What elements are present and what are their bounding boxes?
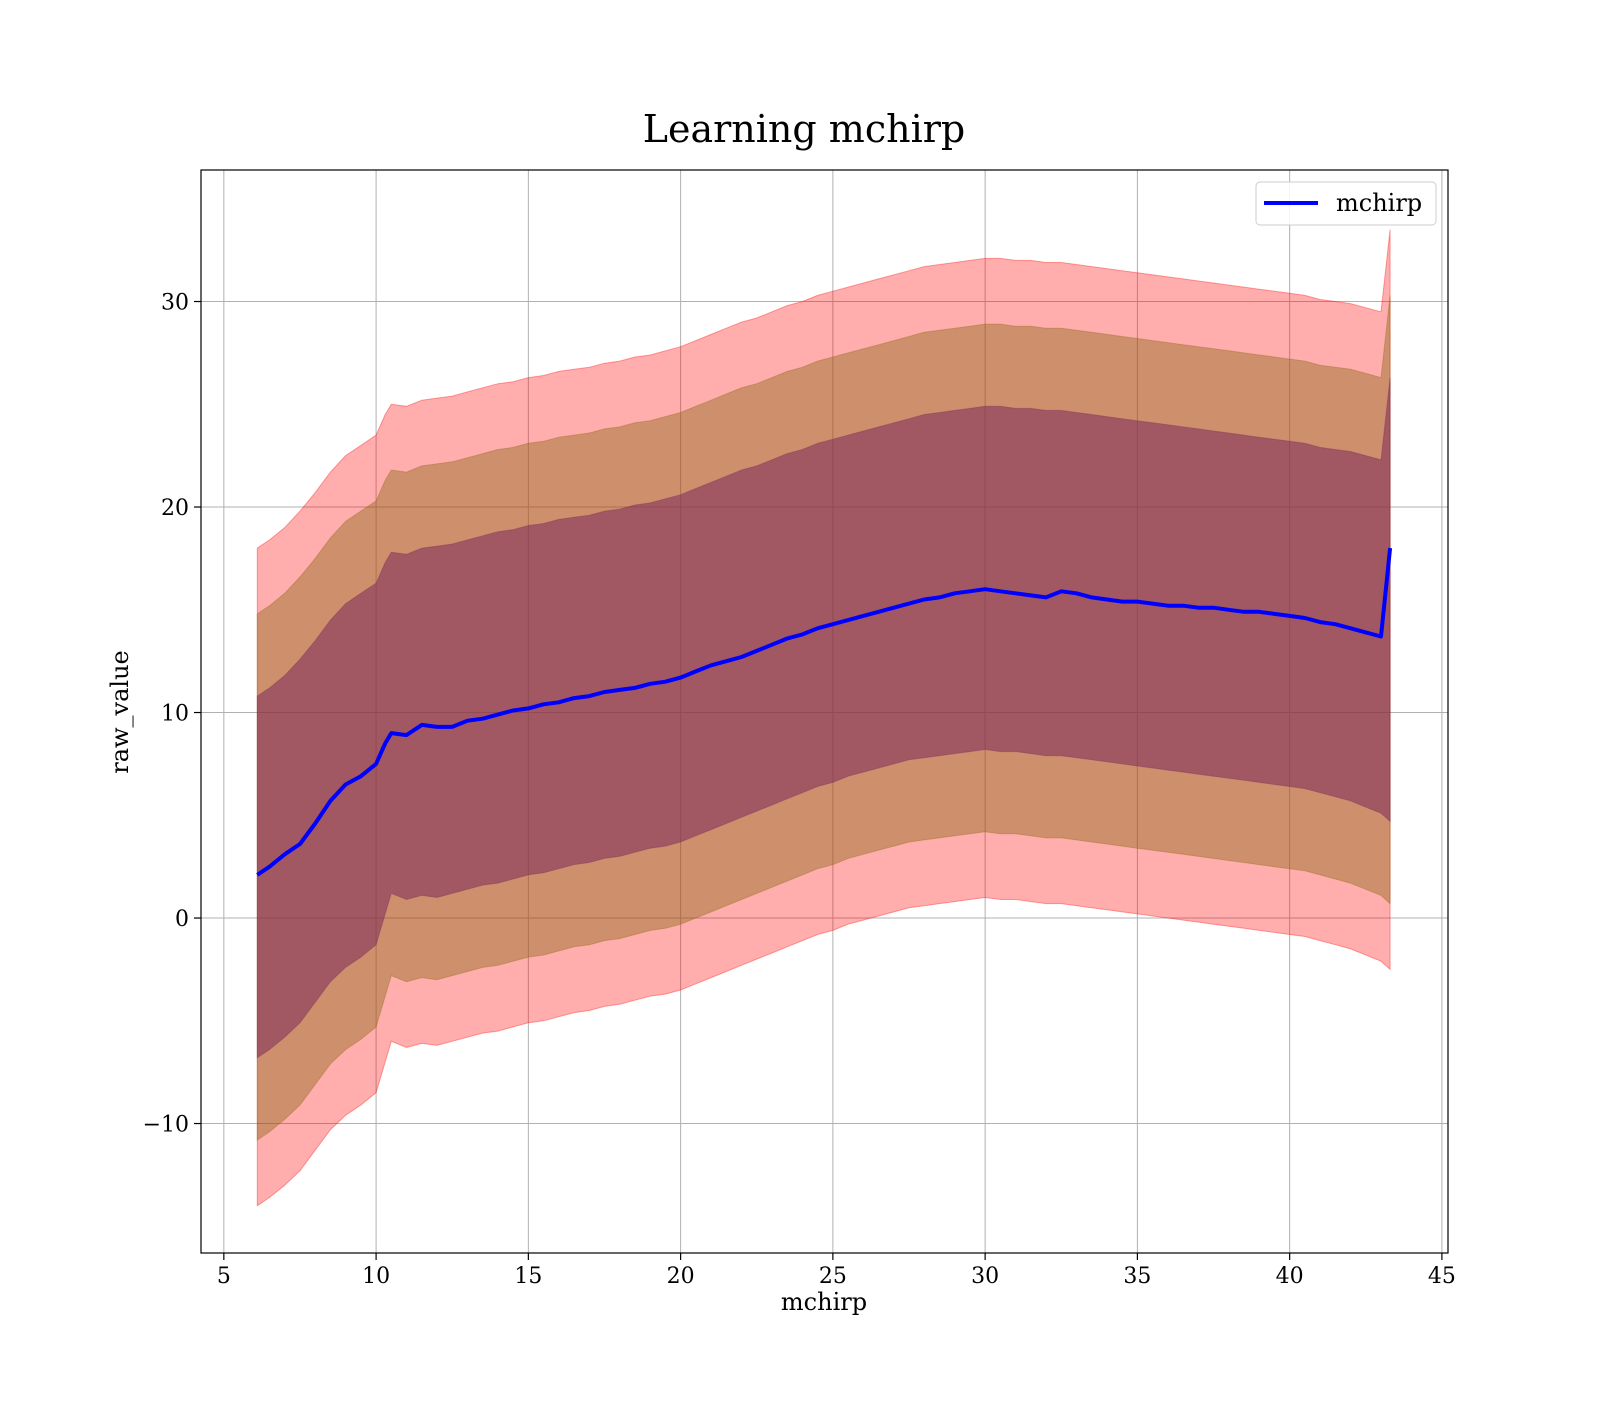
plot-frame bbox=[200, 169, 1449, 1254]
x-tick-label: 35 bbox=[1123, 1264, 1151, 1289]
band-inner bbox=[256, 377, 1391, 1059]
y-tick-label: 30 bbox=[161, 291, 189, 316]
chart-title: Learning mchirp bbox=[643, 107, 965, 151]
x-tick-label: 5 bbox=[217, 1264, 231, 1289]
x-tick-label: 40 bbox=[1276, 1264, 1304, 1289]
y-tick-label: 0 bbox=[175, 907, 189, 932]
y-axis-ticks: −10 0 10 20 30 bbox=[143, 291, 201, 1138]
band-layer bbox=[256, 229, 1391, 1207]
x-tick-label: 45 bbox=[1428, 1264, 1456, 1289]
x-tick-label: 30 bbox=[971, 1264, 999, 1289]
legend: mchirp bbox=[1255, 181, 1437, 226]
x-tick-label: 20 bbox=[667, 1264, 695, 1289]
legend-label-mchirp: mchirp bbox=[1336, 189, 1422, 217]
y-axis-label: raw_value bbox=[106, 650, 134, 774]
series-line-mchirp bbox=[256, 547, 1393, 877]
y-tick-label: 20 bbox=[161, 496, 189, 521]
x-tick-label: 10 bbox=[362, 1264, 390, 1289]
x-tick-label: 15 bbox=[514, 1264, 542, 1289]
legend-box bbox=[1255, 181, 1437, 226]
x-axis-ticks: 5 10 15 20 25 30 35 40 45 bbox=[217, 1253, 1456, 1289]
y-tick-label: 10 bbox=[161, 702, 189, 727]
x-axis-label: mchirp bbox=[781, 1288, 867, 1316]
x-tick-label: 25 bbox=[819, 1264, 847, 1289]
line-layer bbox=[256, 547, 1393, 877]
y-tick-label: −10 bbox=[143, 1113, 189, 1138]
